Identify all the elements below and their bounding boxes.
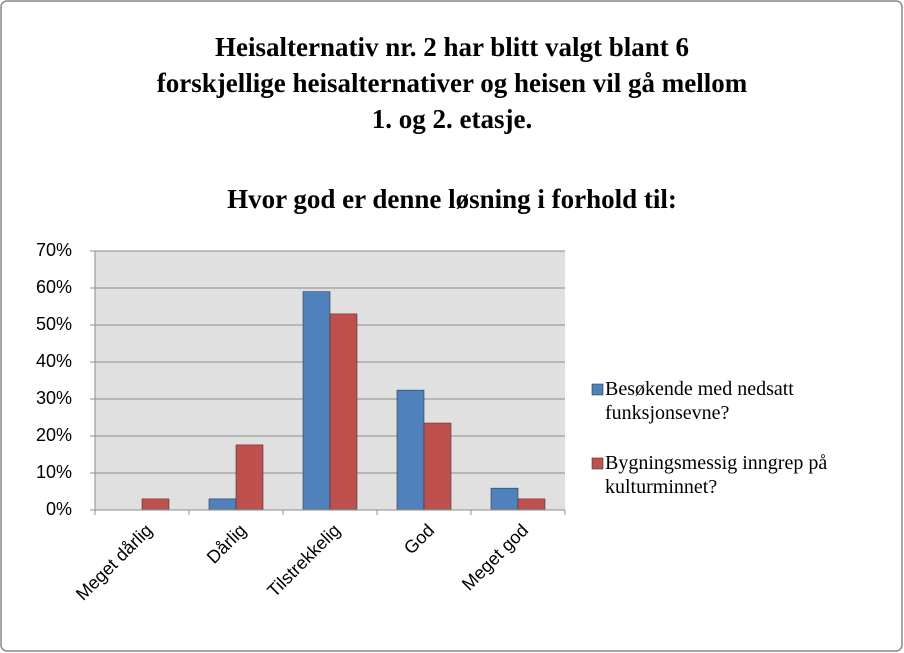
bar: [517, 498, 546, 511]
bar: [208, 498, 237, 511]
legend-swatch: [591, 383, 604, 396]
y-tick-label: 70%: [36, 240, 72, 260]
bar: [302, 291, 331, 511]
y-tick-label: 50%: [36, 314, 72, 334]
bar: [396, 389, 425, 511]
y-tick-label: 40%: [36, 351, 72, 371]
legend-label: Bygningsmessig inngrep på kulturminnet?: [605, 452, 828, 498]
legend-swatch: [591, 457, 604, 470]
y-tick-label: 10%: [36, 462, 72, 482]
chart-title: Heisalternativ nr. 2 har blitt valgt bla…: [215, 32, 689, 62]
y-tick-label: 60%: [36, 277, 72, 297]
y-tick-label: 0%: [46, 499, 72, 519]
y-tick-label: 20%: [36, 425, 72, 445]
bar: [235, 444, 264, 511]
bar: [423, 422, 452, 511]
bar: [329, 313, 358, 511]
y-tick-label: 30%: [36, 388, 72, 408]
bar: [141, 498, 170, 511]
bar: [490, 487, 519, 511]
legend-label: Besøkende med nedsatt funksjonsevne?: [605, 378, 794, 424]
chart-subtitle: Hvor god er denne løsning i forhold til:: [227, 184, 677, 214]
chart-title: forskjellige heisalternativer og heisen …: [157, 68, 748, 98]
chart-title: 1. og 2. etasje.: [372, 104, 532, 134]
